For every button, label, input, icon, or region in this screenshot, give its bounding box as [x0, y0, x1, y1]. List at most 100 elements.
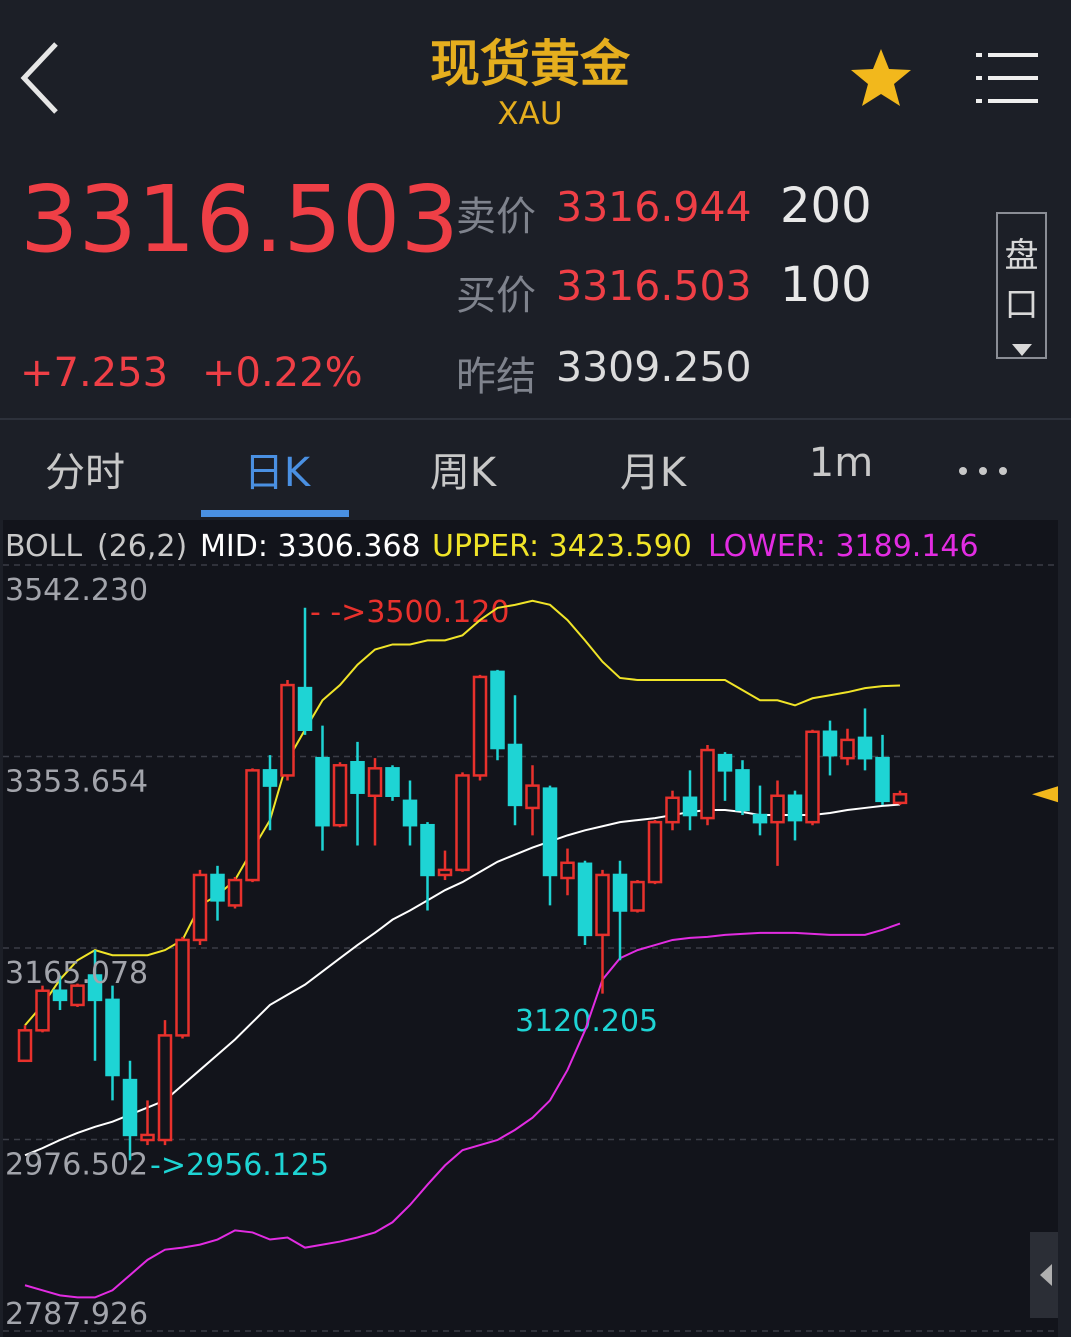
- candle-body-down: [875, 756, 890, 803]
- low-annotation: 3120.205: [515, 1004, 658, 1039]
- scroll-arrow: [1040, 1264, 1052, 1286]
- candle-body-down: [752, 813, 768, 824]
- depth-char: 口: [1004, 285, 1039, 325]
- sell-volume: 200: [780, 178, 872, 234]
- candle-body-down: [682, 796, 698, 817]
- sell-price: 3316.944: [556, 183, 752, 231]
- candle-body-up: [175, 938, 190, 1037]
- candle-body-up: [665, 796, 680, 824]
- y-tick-label: 2976.502: [5, 1148, 148, 1183]
- candle-body-up: [595, 873, 610, 937]
- chart-background: [3, 520, 1058, 1337]
- back-button[interactable]: [18, 40, 62, 116]
- sell-label: 卖价: [456, 194, 536, 240]
- candle-body-up: [35, 989, 50, 1032]
- candle-body-down: [787, 794, 803, 822]
- candle-body-down: [297, 686, 313, 731]
- min-annotation: ->2956.125: [150, 1148, 329, 1183]
- legend-entry: MID: 3306.368: [200, 529, 421, 564]
- candle-body-down: [210, 873, 225, 902]
- candle-body-down: [262, 769, 278, 787]
- candle-body-up: [157, 1034, 173, 1142]
- candle-body-up: [70, 984, 85, 1007]
- menu-button[interactable]: [976, 50, 1040, 106]
- candle-body-up: [245, 769, 260, 882]
- title: 现货黄金: [430, 35, 630, 93]
- boll-line: [24, 599, 901, 1026]
- tab-indicator: [201, 510, 349, 517]
- depth-button[interactable]: 盘 口: [996, 212, 1047, 359]
- candle-body-up: [770, 794, 785, 824]
- candle-body-down: [402, 799, 418, 827]
- divider: [0, 418, 1071, 420]
- candle-body-down: [122, 1078, 138, 1137]
- legend-entry: LOWER: 3189.146: [708, 529, 979, 564]
- plot: [3, 564, 1058, 1332]
- change-percent: +0.22%: [202, 350, 363, 396]
- candle-body-down: [822, 730, 838, 757]
- candle-body-up: [455, 774, 470, 872]
- legend-entry: UPPER: 3423.590: [432, 529, 692, 564]
- candle-body-up: [647, 820, 663, 884]
- candle-body-up: [892, 792, 908, 805]
- candle-body-up: [280, 683, 295, 777]
- tab[interactable]: 1m: [808, 440, 874, 486]
- candle-body-up: [525, 784, 540, 810]
- candle-body-down: [857, 736, 873, 760]
- candle-body-down: [612, 873, 628, 912]
- candle-body-down: [717, 753, 733, 772]
- candle-body-down: [385, 767, 400, 798]
- candle-body-down: [577, 862, 593, 937]
- candle-body-up: [332, 764, 348, 827]
- symbol: XAU: [497, 96, 563, 132]
- candle-body-up: [472, 675, 488, 777]
- candle-body-down: [490, 670, 505, 750]
- depth-char: 盘: [1004, 236, 1039, 276]
- candle-body-down: [52, 989, 68, 1002]
- buy-volume: 100: [780, 257, 872, 313]
- candle-body-up: [192, 873, 208, 942]
- favorite-star[interactable]: [848, 46, 914, 110]
- candle-body-up: [367, 767, 383, 798]
- candle-body-down: [735, 769, 750, 812]
- candle-body-up: [140, 1133, 155, 1142]
- candle-body-up: [17, 1029, 33, 1063]
- candle-body-down: [315, 756, 330, 827]
- max-annotation: - ->3500.120: [310, 595, 509, 630]
- tab-active[interactable]: 日K: [243, 450, 311, 496]
- candle-body-down: [420, 823, 435, 877]
- tab[interactable]: 周K: [429, 450, 497, 496]
- candle-body-up: [560, 861, 575, 880]
- candle-body-up: [840, 738, 855, 760]
- candle-body-up: [630, 880, 645, 912]
- boll-line: [24, 922, 901, 1299]
- y-tick-label: 3165.078: [5, 956, 148, 991]
- prev-settle: 3309.250: [556, 343, 752, 391]
- candle-body-down: [87, 974, 103, 1002]
- more-tabs[interactable]: [956, 464, 1010, 478]
- candle-body-down: [105, 998, 120, 1077]
- price-marker: [1032, 786, 1058, 803]
- depth-arrow: [1011, 344, 1032, 356]
- change: +7.253: [20, 350, 169, 396]
- last-price: 3316.503: [20, 166, 459, 273]
- buy-label: 买价: [456, 273, 536, 319]
- y-tick-label: 2787.926: [5, 1297, 148, 1332]
- tab[interactable]: 月K: [619, 450, 687, 496]
- indicator-params: (26,2): [97, 529, 187, 564]
- candle-body-up: [805, 730, 820, 824]
- prev-label: 昨结: [456, 354, 536, 400]
- candle-body-down: [542, 787, 558, 877]
- candle-body-down: [507, 743, 523, 807]
- candle-body-up: [227, 878, 243, 907]
- candle-body-up: [437, 868, 453, 877]
- y-tick-label: 3353.654: [5, 765, 148, 800]
- indicator-name: BOLL: [5, 529, 82, 564]
- tab[interactable]: 分时: [45, 450, 125, 496]
- candle-body-up: [700, 748, 715, 820]
- candle-body-down: [350, 760, 365, 794]
- buy-price: 3316.503: [556, 262, 752, 310]
